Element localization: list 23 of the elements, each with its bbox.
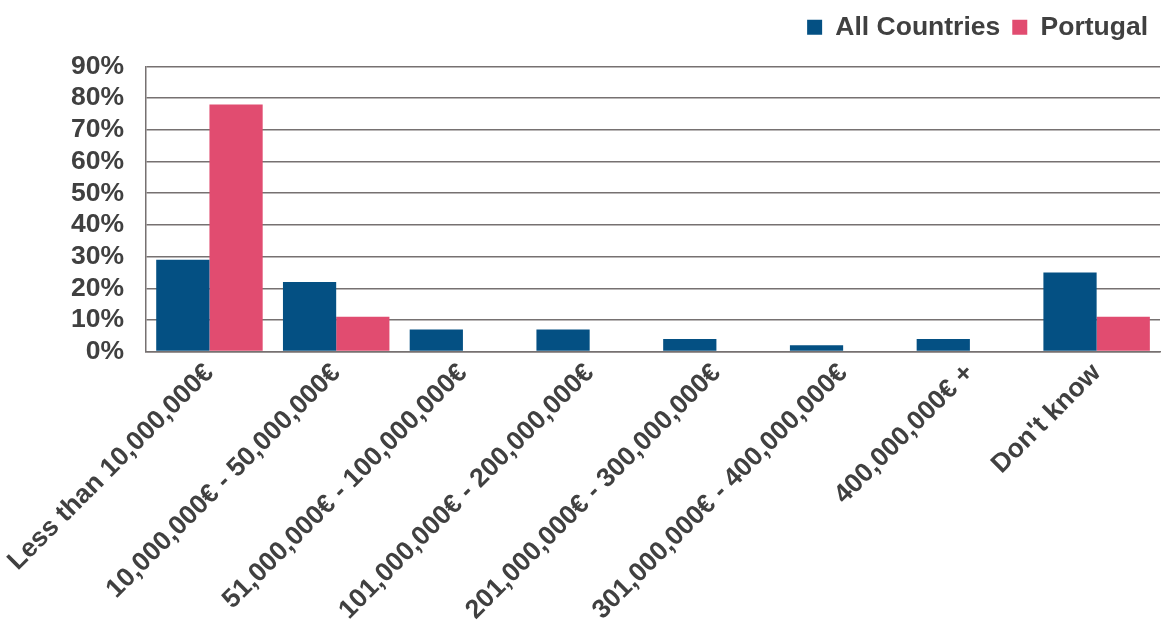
y-tick-label: 60% [71,144,125,175]
bar [209,104,263,351]
bar [789,345,844,351]
bar [536,329,590,351]
legend-label: All Countries [835,10,1001,41]
y-tick-label: 40% [71,208,125,239]
legend-label: Portugal [1040,10,1149,41]
y-tick-label: 30% [71,239,125,270]
y-tick-label: 80% [71,81,125,112]
bar [1043,272,1097,351]
y-tick-label: 20% [71,271,125,302]
bar [916,338,970,351]
bar [1096,316,1150,351]
bar [663,338,717,351]
y-tick-label: 90% [71,49,125,80]
bar [282,281,337,351]
y-tick-label: 0% [85,334,125,365]
y-tick-label: 50% [71,176,125,207]
y-tick-label: 70% [71,113,125,144]
bar [409,329,463,351]
bar [156,259,210,351]
y-tick-label: 10% [71,303,125,334]
bar [336,316,390,351]
